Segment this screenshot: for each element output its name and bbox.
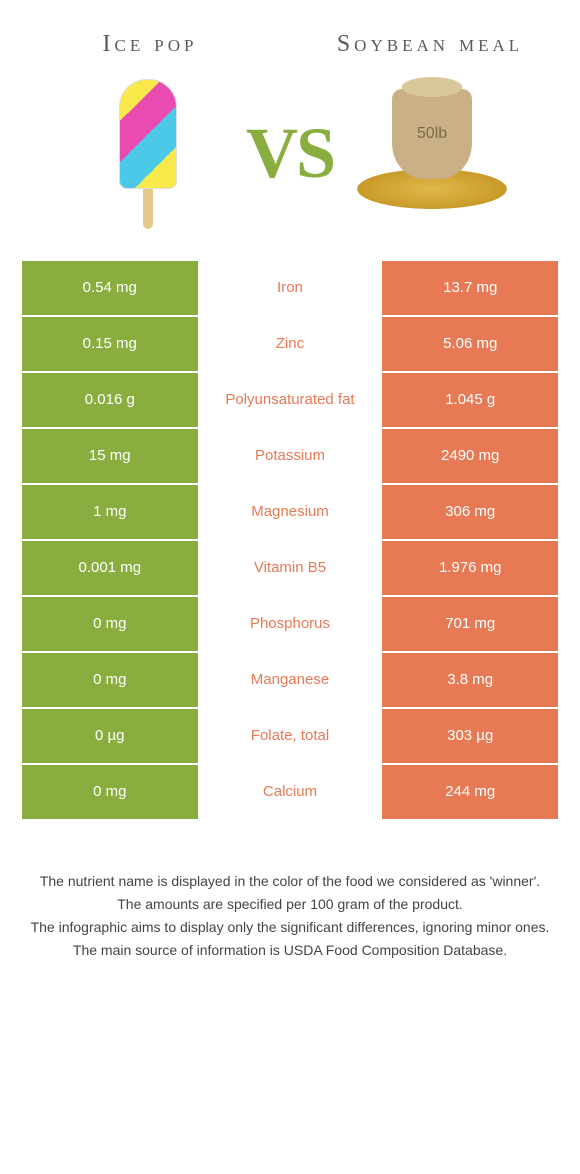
left-value: 0 mg <box>22 653 198 707</box>
footer-line-4: The main source of information is USDA F… <box>30 940 550 961</box>
right-value: 3.8 mg <box>382 653 558 707</box>
left-value: 0 µg <box>22 709 198 763</box>
nutrient-row: 0.016 gPolyunsaturated fat1.045 g <box>22 373 558 427</box>
nutrient-label: Potassium <box>200 429 381 483</box>
left-value: 0.016 g <box>22 373 198 427</box>
nutrient-label: Folate, total <box>200 709 381 763</box>
right-value: 1.045 g <box>382 373 558 427</box>
right-value: 1.976 mg <box>382 541 558 595</box>
footer-notes: The nutrient name is displayed in the co… <box>20 821 560 961</box>
nutrient-label: Zinc <box>200 317 381 371</box>
right-value: 306 mg <box>382 485 558 539</box>
right-food-image: 50lb <box>334 89 530 219</box>
nutrient-row: 0 µgFolate, total303 µg <box>22 709 558 763</box>
nutrient-table: 0.54 mgIron13.7 mg0.15 mgZinc5.06 mg0.01… <box>20 259 560 821</box>
nutrient-row: 1 mgMagnesium306 mg <box>22 485 558 539</box>
left-value: 0 mg <box>22 597 198 651</box>
right-value: 244 mg <box>382 765 558 819</box>
nutrient-row: 0 mgCalcium244 mg <box>22 765 558 819</box>
footer-line-2: The amounts are specified per 100 gram o… <box>30 894 550 915</box>
nutrient-label: Manganese <box>200 653 381 707</box>
nutrient-row: 0.001 mgVitamin B51.976 mg <box>22 541 558 595</box>
left-value: 0 mg <box>22 765 198 819</box>
soybean-icon: 50lb <box>357 89 507 219</box>
right-value: 5.06 mg <box>382 317 558 371</box>
nutrient-label: Magnesium <box>200 485 381 539</box>
nutrient-row: 0 mgPhosphorus701 mg <box>22 597 558 651</box>
right-food-title: Soybean meal <box>330 30 530 59</box>
vs-label: VS <box>246 112 334 195</box>
left-value: 0.15 mg <box>22 317 198 371</box>
right-value: 2490 mg <box>382 429 558 483</box>
nutrient-row: 0.15 mgZinc5.06 mg <box>22 317 558 371</box>
left-value: 0.001 mg <box>22 541 198 595</box>
left-value: 1 mg <box>22 485 198 539</box>
titles-row: Ice pop Soybean meal <box>20 20 560 79</box>
right-value: 701 mg <box>382 597 558 651</box>
sack-label: 50lb <box>392 89 472 179</box>
footer-line-1: The nutrient name is displayed in the co… <box>30 871 550 892</box>
icepop-icon <box>118 79 178 229</box>
nutrient-label: Polyunsaturated fat <box>200 373 381 427</box>
left-value: 15 mg <box>22 429 198 483</box>
nutrient-row: 0 mgManganese3.8 mg <box>22 653 558 707</box>
left-food-title: Ice pop <box>50 30 250 59</box>
footer-line-3: The infographic aims to display only the… <box>30 917 550 938</box>
nutrient-label: Phosphorus <box>200 597 381 651</box>
nutrient-label: Calcium <box>200 765 381 819</box>
left-value: 0.54 mg <box>22 261 198 315</box>
nutrient-row: 0.54 mgIron13.7 mg <box>22 261 558 315</box>
left-food-image <box>50 79 246 229</box>
right-value: 13.7 mg <box>382 261 558 315</box>
nutrient-label: Vitamin B5 <box>200 541 381 595</box>
nutrient-row: 15 mgPotassium2490 mg <box>22 429 558 483</box>
nutrient-label: Iron <box>200 261 381 315</box>
images-row: VS 50lb <box>20 79 560 259</box>
right-value: 303 µg <box>382 709 558 763</box>
